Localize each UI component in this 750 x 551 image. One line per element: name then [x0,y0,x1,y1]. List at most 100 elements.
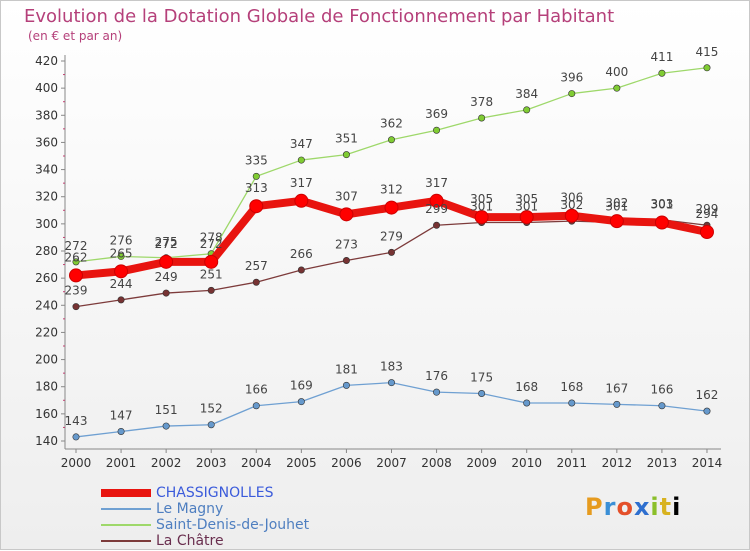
data-point [387,248,395,256]
data-label: 278 [200,231,223,245]
data-label: 168 [560,380,583,394]
y-tick-label: 260 [35,271,58,285]
data-point [207,421,215,429]
proxiti-logo: Proxiti [585,493,682,521]
data-point [654,215,669,230]
data-point [297,266,305,274]
data-point [342,151,350,159]
data-label: 152 [200,402,223,416]
data-label: 302 [560,198,583,212]
data-label: 183 [380,360,403,374]
x-tick-label: 2014 [692,456,723,470]
data-point [342,381,350,389]
x-tick-label: 2002 [151,456,182,470]
data-label: 362 [380,117,403,131]
data-label: 257 [245,259,268,273]
x-tick-label: 2009 [466,456,497,470]
series-layer [69,64,714,441]
y-tick-label: 340 [35,163,58,177]
data-label: 301 [605,200,628,214]
legend-label: Le Magny [156,501,224,517]
data-point [478,114,486,122]
data-point [613,400,621,408]
x-tick-label: 2011 [556,456,587,470]
x-tick-label: 2007 [376,456,407,470]
data-label: 162 [696,388,719,402]
data-label: 335 [245,153,268,167]
data-point [249,199,264,214]
data-point [658,69,666,77]
legend-item: La Châtre [101,533,309,549]
y-tick-label: 360 [35,135,58,149]
legend-item: Saint-Denis-de-Jouhet [101,517,309,533]
data-point [342,256,350,264]
legend-swatch [101,508,151,510]
data-label: 301 [470,200,493,214]
data-point [478,389,486,397]
data-point [162,422,170,430]
data-label: 147 [110,409,133,423]
x-tick-label: 2000 [61,456,92,470]
data-label: 347 [290,137,313,151]
data-label: 301 [650,198,673,212]
data-label: 294 [696,207,719,221]
data-point [613,84,621,92]
data-point [523,399,531,407]
x-tick-label: 2008 [421,456,452,470]
data-label: 415 [696,45,719,59]
data-point [384,200,399,215]
x-tick-label: 2003 [196,456,227,470]
data-label: 301 [515,200,538,214]
y-tick-label: 140 [35,434,58,448]
data-label: 273 [335,238,358,252]
data-label: 262 [65,250,88,264]
data-point [72,258,80,266]
data-point [429,193,444,208]
data-label: 266 [290,247,313,261]
data-label: 176 [425,369,448,383]
data-point [72,433,80,441]
data-label: 384 [515,87,538,101]
data-label: 239 [65,284,88,298]
data-point [519,210,534,225]
y-tick-label: 320 [35,190,58,204]
data-label: 411 [650,50,673,64]
legend-item: Le Magny [101,501,309,517]
data-point [117,252,125,260]
data-point [387,136,395,144]
data-label: 305 [515,192,538,206]
data-point [72,303,80,311]
data-label: 272 [65,239,88,253]
data-label: 313 [245,181,268,195]
data-label: 303 [650,197,673,211]
data-point [117,296,125,304]
data-label: 265 [110,246,133,260]
data-point [159,254,174,269]
y-tick-label: 160 [35,407,58,421]
data-point [114,264,129,279]
data-label: 302 [605,196,628,210]
data-label: 275 [155,235,178,249]
x-tick-label: 2010 [511,456,542,470]
y-tick-label: 240 [35,298,58,312]
y-tick-label: 180 [35,380,58,394]
data-point [568,90,576,98]
x-tick-label: 2005 [286,456,317,470]
data-point [699,225,714,239]
data-label: 276 [110,233,133,247]
data-label: 249 [155,270,178,284]
data-point [294,193,309,208]
data-point [207,286,215,294]
data-label: 396 [560,71,583,85]
legend-label: La Châtre [156,533,224,549]
data-label: 369 [425,107,448,121]
data-point [568,399,576,407]
chart-title: Evolution de la Dotation Globale de Fonc… [24,6,615,27]
data-point [252,278,260,286]
data-label: 351 [335,132,358,146]
data-label: 312 [380,183,403,197]
data-label: 317 [425,176,448,190]
data-point [162,289,170,297]
data-label: 305 [470,192,493,206]
